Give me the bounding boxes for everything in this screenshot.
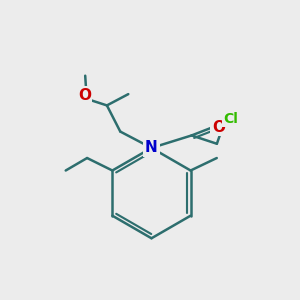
Text: O: O — [78, 88, 91, 103]
Text: Cl: Cl — [224, 112, 238, 126]
Text: N: N — [145, 140, 158, 155]
Text: O: O — [212, 120, 225, 135]
